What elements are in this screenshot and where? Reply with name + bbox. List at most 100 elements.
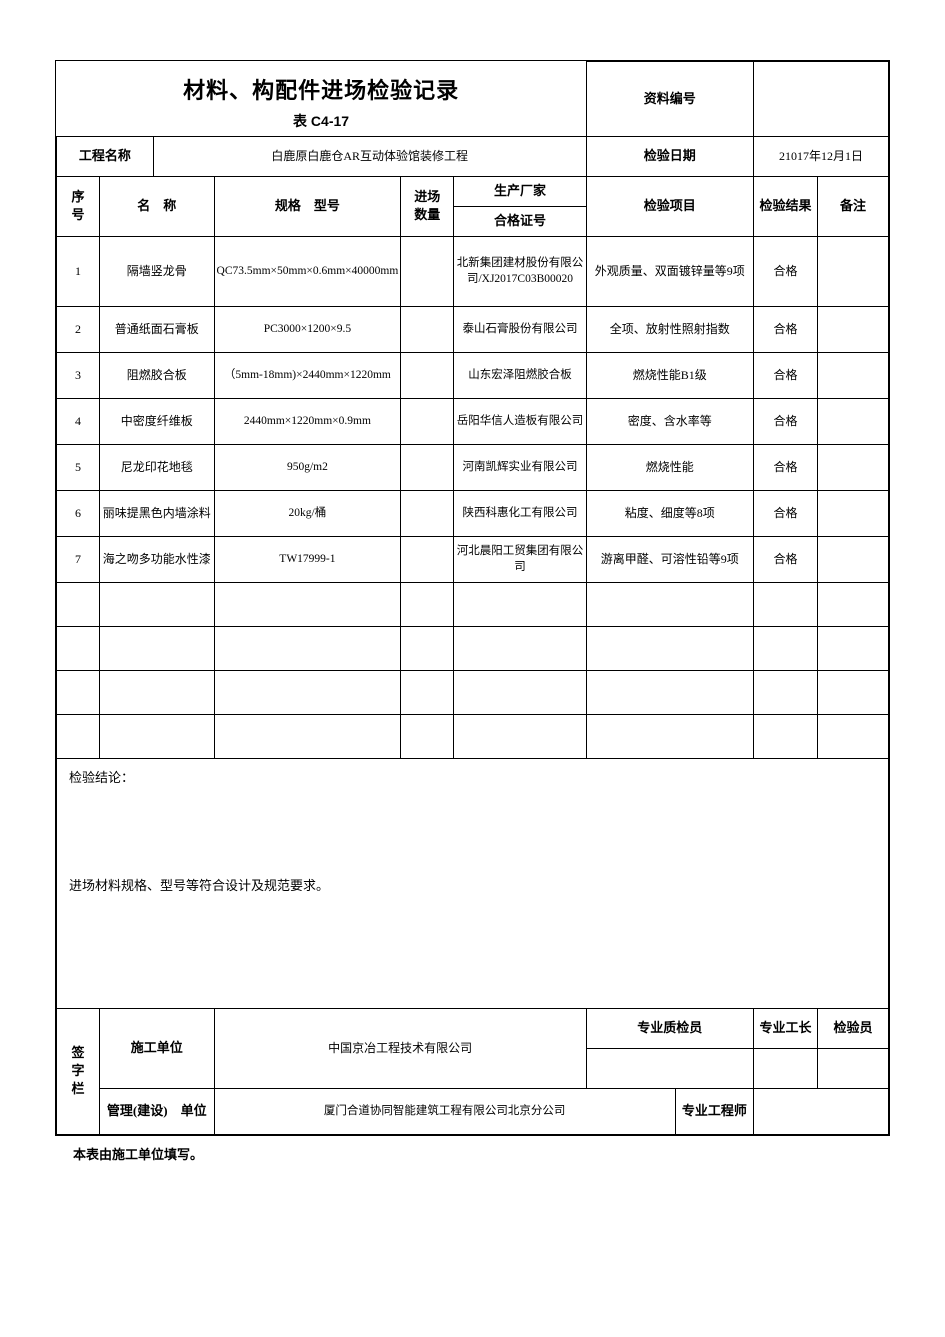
table-row: 6丽味提黑色内墙涂料20kg/桶陕西科惠化工有限公司粘度、细度等8项合格 — [57, 490, 889, 536]
cell-seq: 7 — [57, 536, 100, 582]
cell-item: 燃烧性能 — [586, 444, 753, 490]
cell-seq: 6 — [57, 490, 100, 536]
cell-note — [818, 306, 889, 352]
cell-qty — [401, 352, 454, 398]
date-value: 21017年12月1日 — [753, 136, 888, 176]
cell-note — [818, 352, 889, 398]
cell-maker: 山东宏泽阻燃胶合板 — [454, 352, 586, 398]
cell-name: 阻燃胶合板 — [99, 352, 214, 398]
cell-maker: 泰山石膏股份有限公司 — [454, 306, 586, 352]
cell-item: 密度、含水率等 — [586, 398, 753, 444]
conclusion-text: 进场材料规格、型号等符合设计及规范要求。 — [69, 877, 876, 895]
table-row-empty — [57, 714, 889, 758]
conclusion-label: 检验结论： — [69, 769, 876, 787]
conclusion-cell: 检验结论： 进场材料规格、型号等符合设计及规范要求。 — [57, 758, 889, 1008]
cell-spec: TW17999-1 — [214, 536, 401, 582]
cell-qty — [401, 490, 454, 536]
cell-result: 合格 — [753, 444, 817, 490]
form-container: 材料、构配件进场检验记录 表 C4-17 资料编号 工程名称 白鹿原白鹿仓AR互… — [55, 60, 890, 1136]
project-value: 白鹿原白鹿仓AR互动体验馆装修工程 — [153, 136, 586, 176]
col-qty: 进场 数量 — [401, 176, 454, 236]
cell-qty — [401, 536, 454, 582]
cell-maker: 河北晨阳工贸集团有限公司 — [454, 536, 586, 582]
cell-spec: （5mm-18mm)×2440mm×1220mm — [214, 352, 401, 398]
cell-spec: 20kg/桶 — [214, 490, 401, 536]
cell-result: 合格 — [753, 490, 817, 536]
table-row: 4中密度纤维板2440mm×1220mm×0.9mm 岳阳华信人造板有限公司密度、… — [57, 398, 889, 444]
cell-name: 中密度纤维板 — [99, 398, 214, 444]
cell-maker: 北新集团建材股份有限公司/XJ2017C03B00020 — [454, 236, 586, 306]
col-maker: 生产厂家 — [454, 176, 586, 206]
doc-no-value — [753, 62, 888, 137]
engineer-value — [753, 1088, 888, 1134]
table-row-empty — [57, 670, 889, 714]
table-row: 5尼龙印花地毯950g/m2 河南凯辉实业有限公司燃烧性能合格 — [57, 444, 889, 490]
construction-label: 施工单位 — [99, 1008, 214, 1088]
cell-item: 游离甲醛、可溶性铅等9项 — [586, 536, 753, 582]
cell-result: 合格 — [753, 236, 817, 306]
cell-result: 合格 — [753, 536, 817, 582]
form-title: 材料、构配件进场检验记录 — [57, 76, 586, 107]
cell-maker: 河南凯辉实业有限公司 — [454, 444, 586, 490]
cell-note — [818, 490, 889, 536]
col-note: 备注 — [818, 176, 889, 236]
doc-no-label: 资料编号 — [586, 62, 753, 137]
cell-maker: 陕西科惠化工有限公司 — [454, 490, 586, 536]
cell-result: 合格 — [753, 306, 817, 352]
cell-note — [818, 398, 889, 444]
cell-maker: 岳阳华信人造板有限公司 — [454, 398, 586, 444]
cell-seq: 2 — [57, 306, 100, 352]
form-subtitle: 表 C4-17 — [57, 112, 586, 132]
cell-note — [818, 236, 889, 306]
table-row-empty — [57, 582, 889, 626]
table-row-empty — [57, 626, 889, 670]
cell-qty — [401, 398, 454, 444]
cell-qty — [401, 444, 454, 490]
cell-seq: 3 — [57, 352, 100, 398]
col-name: 名 称 — [99, 176, 214, 236]
cell-seq: 1 — [57, 236, 100, 306]
table-row: 1隔墙竖龙骨QC73.5mm×50mm×0.6mm×40000mm 北新集团建材股… — [57, 236, 889, 306]
cell-result: 合格 — [753, 398, 817, 444]
cell-item: 外观质量、双面镀锌量等9项 — [586, 236, 753, 306]
cell-name: 尼龙印花地毯 — [99, 444, 214, 490]
col-result: 检验结果 — [753, 176, 817, 236]
col-seq: 序 号 — [57, 176, 100, 236]
table-row: 3阻燃胶合板（5mm-18mm)×2440mm×1220mm 山东宏泽阻燃胶合板燃… — [57, 352, 889, 398]
project-label: 工程名称 — [57, 136, 154, 176]
cell-qty — [401, 236, 454, 306]
col-cert: 合格证号 — [454, 206, 586, 236]
inspector-label: 检验员 — [818, 1008, 889, 1048]
cell-spec: QC73.5mm×50mm×0.6mm×40000mm — [214, 236, 401, 306]
cell-spec: 2440mm×1220mm×0.9mm — [214, 398, 401, 444]
cell-spec: 950g/m2 — [214, 444, 401, 490]
cell-seq: 4 — [57, 398, 100, 444]
cell-seq: 5 — [57, 444, 100, 490]
cell-name: 海之吻多功能水性漆 — [99, 536, 214, 582]
owner-value: 厦门合道协同智能建筑工程有限公司北京分公司 — [214, 1088, 675, 1134]
table-row: 7海之吻多功能水性漆TW17999-1 河北晨阳工贸集团有限公司游离甲醛、可溶性铅… — [57, 536, 889, 582]
inspector-value — [818, 1048, 889, 1088]
foreman-label: 专业工长 — [753, 1008, 817, 1048]
col-item: 检验项目 — [586, 176, 753, 236]
construction-value: 中国京冶工程技术有限公司 — [214, 1008, 586, 1088]
cell-note — [818, 444, 889, 490]
cell-item: 粘度、细度等8项 — [586, 490, 753, 536]
cell-result: 合格 — [753, 352, 817, 398]
cell-spec: PC3000×1200×9.5 — [214, 306, 401, 352]
col-spec: 规格 型号 — [214, 176, 401, 236]
owner-label: 管理(建设) 单位 — [99, 1088, 214, 1134]
cell-item: 燃烧性能B1级 — [586, 352, 753, 398]
date-label: 检验日期 — [586, 136, 753, 176]
main-table: 材料、构配件进场检验记录 表 C4-17 资料编号 工程名称 白鹿原白鹿仓AR互… — [56, 61, 889, 1135]
sign-block-label: 签 字 栏 — [57, 1008, 100, 1134]
cell-qty — [401, 306, 454, 352]
qc-label: 专业质检员 — [586, 1008, 753, 1048]
cell-name: 普通纸面石膏板 — [99, 306, 214, 352]
footnote: 本表由施工单位填写。 — [55, 1136, 890, 1163]
foreman-value — [753, 1048, 817, 1088]
cell-name: 隔墙竖龙骨 — [99, 236, 214, 306]
cell-item: 全项、放射性照射指数 — [586, 306, 753, 352]
engineer-label: 专业工程师 — [675, 1088, 753, 1134]
qc-value — [586, 1048, 753, 1088]
